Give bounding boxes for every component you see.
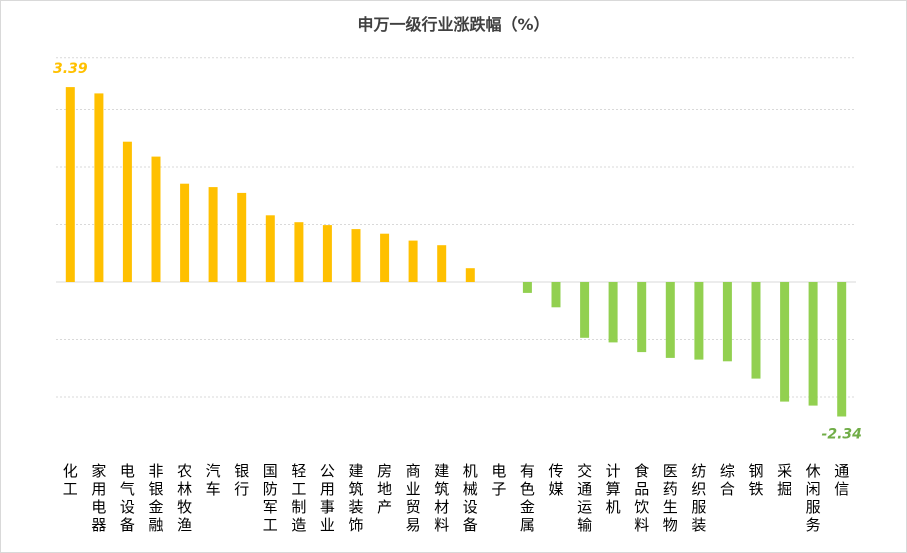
bar — [465, 268, 475, 282]
bar — [265, 215, 275, 282]
category-label: 计算机 — [606, 462, 621, 516]
bar — [237, 192, 247, 282]
category-label: 机械设备 — [463, 462, 478, 534]
chart-title: 申万一级行业涨跌幅（%） — [357, 15, 550, 34]
category-label: 综合 — [720, 462, 735, 498]
bar — [380, 233, 390, 282]
category-label: 房地产 — [377, 462, 392, 516]
data-label: 3.39 — [53, 61, 88, 77]
bar — [122, 141, 132, 282]
category-label: 纺织服装 — [691, 462, 706, 534]
category-label: 建筑材料 — [434, 462, 449, 534]
bar — [580, 282, 590, 338]
category-label: 电子 — [491, 462, 506, 498]
category-label: 钢铁 — [748, 462, 763, 498]
bar — [408, 240, 418, 282]
category-label: 汽车 — [206, 462, 221, 498]
bar — [437, 245, 447, 282]
bar — [637, 282, 647, 353]
bar — [522, 282, 532, 293]
category-label: 采掘 — [777, 462, 792, 498]
category-label: 公用事业 — [320, 462, 335, 534]
category-label: 商业贸易 — [406, 462, 421, 534]
bar — [722, 282, 732, 362]
category-label: 电气设备 — [120, 462, 135, 534]
bar — [322, 225, 332, 282]
bar — [94, 93, 104, 283]
category-label: 通信 — [834, 462, 849, 498]
category-label: 银行 — [234, 462, 249, 498]
category-label: 国防军工 — [263, 462, 278, 534]
bar — [208, 187, 218, 282]
category-label: 建筑装饰 — [348, 462, 363, 534]
bar — [694, 282, 704, 360]
category-label: 交通运输 — [577, 462, 592, 534]
category-label: 农林牧渔 — [177, 462, 192, 534]
category-label: 休闲服务 — [806, 462, 821, 534]
bar — [837, 282, 847, 417]
bar — [65, 87, 75, 282]
category-label: 食品饮料 — [634, 462, 649, 534]
bar — [751, 282, 761, 379]
bar — [151, 156, 161, 282]
category-label: 轻工制造 — [291, 462, 306, 534]
category-label: 医药生物 — [663, 462, 678, 534]
bar — [351, 229, 361, 282]
bar — [665, 282, 675, 358]
bar — [608, 282, 618, 343]
bar — [551, 282, 561, 308]
category-label: 传媒 — [548, 462, 563, 498]
bar — [294, 222, 304, 282]
category-label: 有色金属 — [520, 462, 535, 534]
data-label: -2.34 — [822, 427, 862, 443]
bar — [808, 282, 818, 406]
bar — [180, 183, 190, 282]
category-label: 非银金融 — [148, 462, 163, 534]
bar — [780, 282, 790, 402]
category-label: 化工 — [63, 462, 78, 498]
category-label: 家用电器 — [91, 462, 106, 534]
